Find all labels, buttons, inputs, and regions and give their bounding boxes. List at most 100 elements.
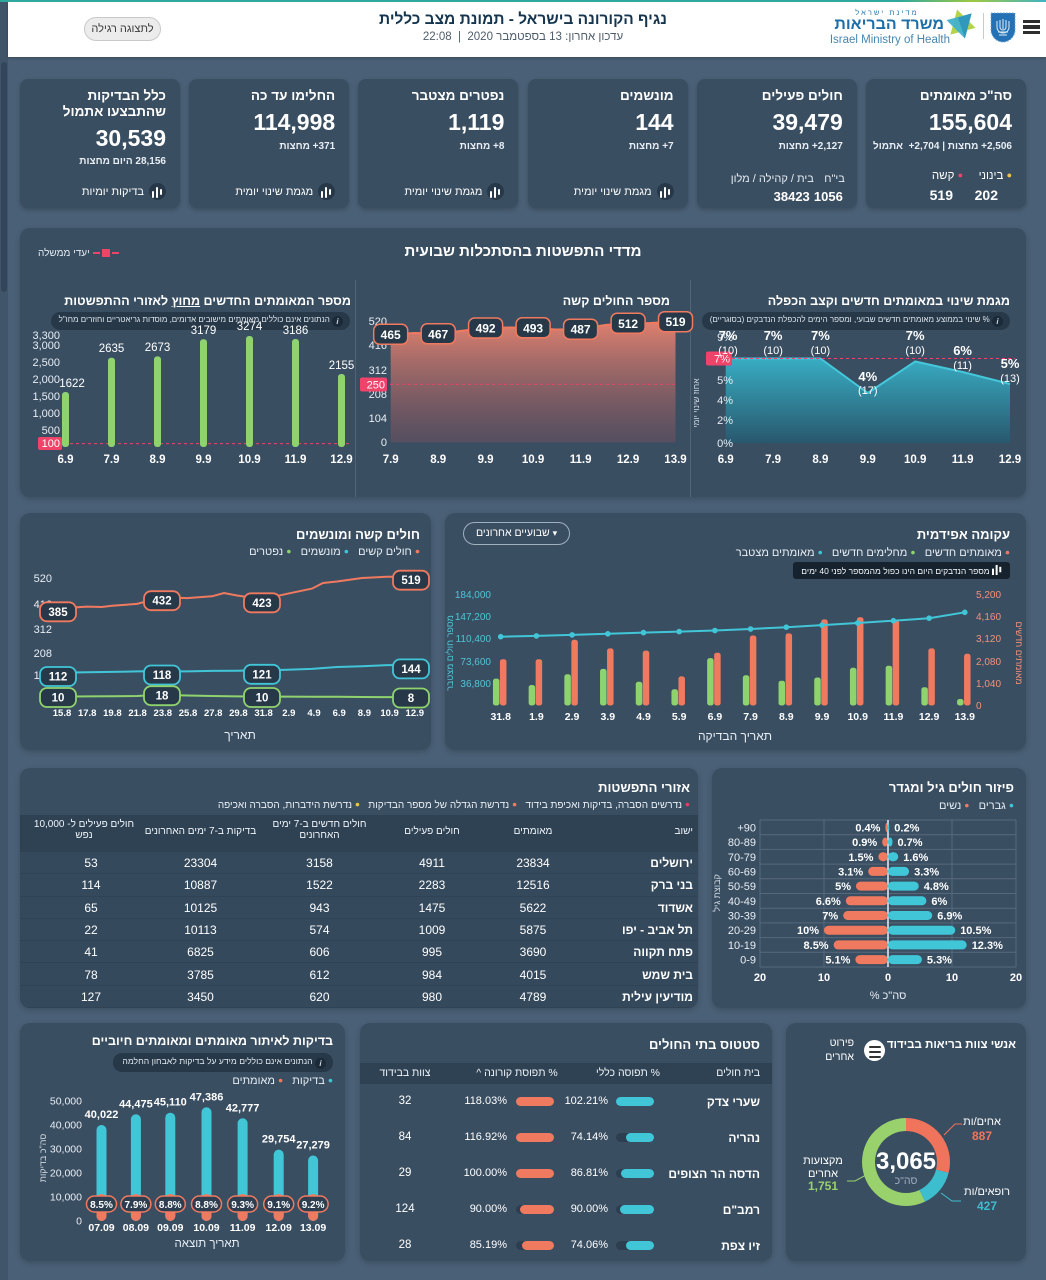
svg-text:(13): (13): [1000, 373, 1020, 385]
svg-text:8.9: 8.9: [779, 711, 794, 723]
svg-text:8.8%: 8.8%: [159, 1200, 182, 1211]
svg-text:10: 10: [946, 972, 958, 984]
svg-text:(10): (10): [763, 345, 783, 357]
svg-text:+90: +90: [737, 822, 756, 834]
svg-text:1622: 1622: [59, 378, 85, 390]
svg-text:תאריך תוצאה: תאריך תוצאה: [174, 1238, 239, 1250]
svg-text:50,000: 50,000: [50, 1096, 82, 1108]
svg-text:6.9%: 6.9%: [937, 911, 962, 923]
svg-text:47,386: 47,386: [190, 1091, 224, 1103]
svg-text:מאומתים חדשים: מאומתים חדשים: [1014, 621, 1024, 684]
svg-text:8.9: 8.9: [358, 708, 371, 719]
svg-text:312: 312: [34, 624, 52, 636]
svg-text:887: 887: [972, 1129, 992, 1143]
svg-text:סה"כ בדיקות: סה"כ בדיקות: [38, 1134, 48, 1183]
svg-text:312: 312: [369, 365, 387, 377]
svg-text:6%: 6%: [931, 896, 947, 908]
svg-text:1.9: 1.9: [529, 711, 544, 723]
svg-text:493: 493: [523, 321, 543, 335]
svg-text:תאריך הבדיקה: תאריך הבדיקה: [698, 729, 772, 743]
svg-text:מספר חולים מצטבר: מספר חולים מצטבר: [445, 615, 455, 691]
svg-text:9.1%: 9.1%: [267, 1200, 290, 1211]
svg-text:9.9: 9.9: [860, 454, 876, 466]
svg-text:31.8: 31.8: [254, 708, 273, 719]
svg-text:7%: 7%: [906, 328, 925, 343]
svg-text:5%: 5%: [1001, 356, 1020, 371]
svg-text:קבוצת גיל: קבוצת גיל: [712, 874, 722, 912]
svg-text:3274: 3274: [237, 321, 263, 333]
svg-text:10-19: 10-19: [728, 940, 756, 952]
svg-text:147,200: 147,200: [455, 612, 492, 623]
svg-text:40-49: 40-49: [728, 896, 756, 908]
svg-text:(10): (10): [811, 345, 831, 357]
svg-text:11.9: 11.9: [883, 711, 903, 723]
svg-text:7.9: 7.9: [104, 454, 120, 466]
svg-text:2155: 2155: [329, 360, 355, 372]
svg-text:12.9: 12.9: [406, 708, 425, 719]
svg-text:תאריך: תאריך: [224, 728, 256, 742]
svg-text:423: 423: [252, 598, 271, 610]
svg-text:מקצועות: מקצועות: [803, 1155, 843, 1167]
svg-text:3,000: 3,000: [32, 340, 60, 352]
svg-text:467: 467: [428, 327, 448, 341]
svg-text:42,777: 42,777: [226, 1102, 260, 1114]
svg-text:4.8%: 4.8%: [924, 881, 949, 893]
svg-text:8: 8: [408, 693, 415, 705]
svg-text:13.9: 13.9: [955, 711, 976, 723]
svg-text:9.2%: 9.2%: [302, 1200, 325, 1211]
svg-text:9.9: 9.9: [196, 454, 212, 466]
svg-text:5%: 5%: [717, 375, 733, 387]
svg-text:0: 0: [976, 701, 982, 712]
svg-text:7%: 7%: [811, 328, 830, 343]
svg-text:רופאים/ות: רופאים/ות: [964, 1186, 1010, 1198]
svg-text:118: 118: [153, 670, 172, 682]
svg-text:20,000: 20,000: [50, 1168, 82, 1180]
svg-text:1.5%: 1.5%: [848, 852, 873, 864]
svg-text:2.9: 2.9: [565, 711, 580, 723]
svg-text:10: 10: [256, 693, 269, 705]
svg-text:(10): (10): [718, 345, 738, 357]
svg-text:% סה"כ: % סה"כ: [870, 990, 907, 1002]
svg-text:7%: 7%: [822, 911, 838, 923]
svg-text:1.6%: 1.6%: [903, 852, 928, 864]
svg-text:08.09: 08.09: [123, 1222, 149, 1234]
svg-text:0.2%: 0.2%: [894, 822, 919, 834]
svg-text:12.9: 12.9: [919, 711, 940, 723]
svg-text:12.3%: 12.3%: [972, 940, 1003, 952]
svg-text:4,160: 4,160: [976, 612, 1001, 623]
svg-text:4%: 4%: [717, 395, 733, 407]
svg-text:385: 385: [48, 607, 68, 619]
svg-text:80-89: 80-89: [728, 837, 756, 849]
svg-text:8.9: 8.9: [430, 454, 446, 466]
svg-text:73,600: 73,600: [460, 657, 491, 668]
svg-text:13.9: 13.9: [664, 454, 686, 466]
svg-text:0: 0: [76, 1216, 82, 1228]
svg-text:29.8: 29.8: [229, 708, 248, 719]
svg-text:0-9: 0-9: [740, 955, 756, 967]
svg-text:7.9%: 7.9%: [125, 1200, 148, 1211]
svg-text:8.5%: 8.5%: [90, 1200, 113, 1211]
svg-text:10%: 10%: [797, 925, 819, 937]
svg-text:4.9: 4.9: [307, 708, 320, 719]
svg-text:9.9: 9.9: [478, 454, 494, 466]
svg-text:3179: 3179: [191, 325, 217, 337]
svg-text:11.9: 11.9: [570, 454, 592, 466]
svg-text:15.8: 15.8: [53, 708, 72, 719]
svg-text:10,000: 10,000: [50, 1192, 82, 1204]
svg-text:36,800: 36,800: [460, 679, 491, 690]
svg-text:10.9: 10.9: [522, 454, 544, 466]
svg-text:5%: 5%: [835, 881, 851, 893]
svg-text:432: 432: [152, 596, 171, 608]
svg-text:4%: 4%: [858, 369, 877, 384]
svg-text:18: 18: [156, 691, 169, 703]
svg-text:2.9: 2.9: [282, 708, 295, 719]
svg-text:2673: 2673: [145, 342, 171, 354]
svg-text:5.1%: 5.1%: [825, 955, 850, 967]
svg-text:50-59: 50-59: [728, 881, 756, 893]
svg-text:20: 20: [1010, 972, 1022, 984]
svg-text:10: 10: [818, 972, 830, 984]
svg-text:10.5%: 10.5%: [960, 925, 991, 937]
svg-text:11.9: 11.9: [952, 454, 974, 466]
svg-text:2%: 2%: [717, 415, 733, 427]
svg-text:121: 121: [252, 669, 272, 681]
